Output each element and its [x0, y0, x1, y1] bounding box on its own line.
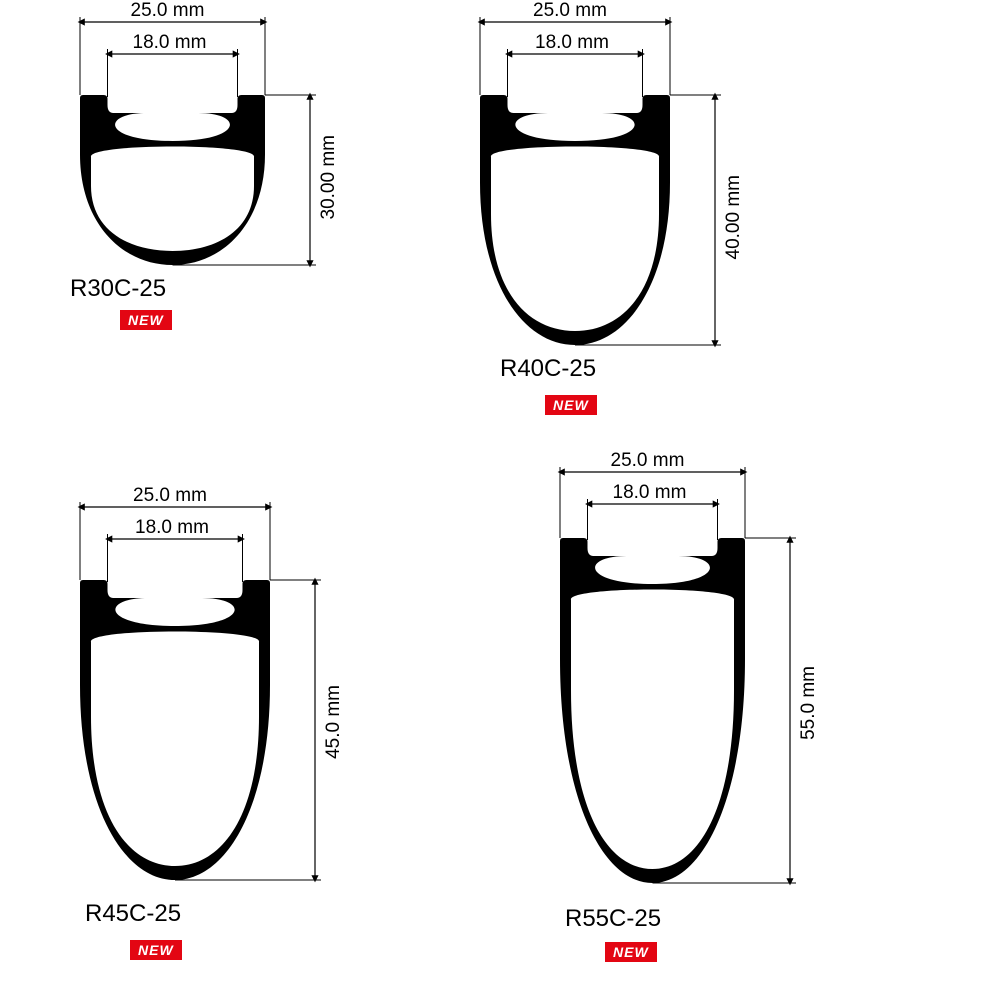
outer-width-label: 25.0 mm	[611, 450, 685, 472]
model-name-r40: R40C-25	[500, 355, 596, 383]
model-name-r45: R45C-25	[85, 900, 181, 928]
new-badge-r30: NEW	[120, 310, 172, 330]
new-badge-r40: NEW	[545, 395, 597, 415]
inner-width-label: 18.0 mm	[133, 32, 207, 54]
depth-label: 40.00 mm	[723, 175, 745, 259]
outer-width-label: 25.0 mm	[533, 0, 607, 22]
inner-width-label: 18.0 mm	[135, 517, 209, 539]
depth-label: 45.0 mm	[323, 685, 345, 759]
new-badge-r55: NEW	[605, 942, 657, 962]
new-badge-r45: NEW	[130, 940, 182, 960]
depth-label: 55.0 mm	[798, 666, 820, 740]
model-name-r55: R55C-25	[565, 905, 661, 933]
outer-width-label: 25.0 mm	[133, 485, 207, 507]
outer-width-label: 25.0 mm	[131, 0, 205, 22]
inner-width-label: 18.0 mm	[613, 482, 687, 504]
depth-label: 30.00 mm	[318, 135, 340, 219]
inner-width-label: 18.0 mm	[535, 32, 609, 54]
model-name-r30: R30C-25	[70, 275, 166, 303]
